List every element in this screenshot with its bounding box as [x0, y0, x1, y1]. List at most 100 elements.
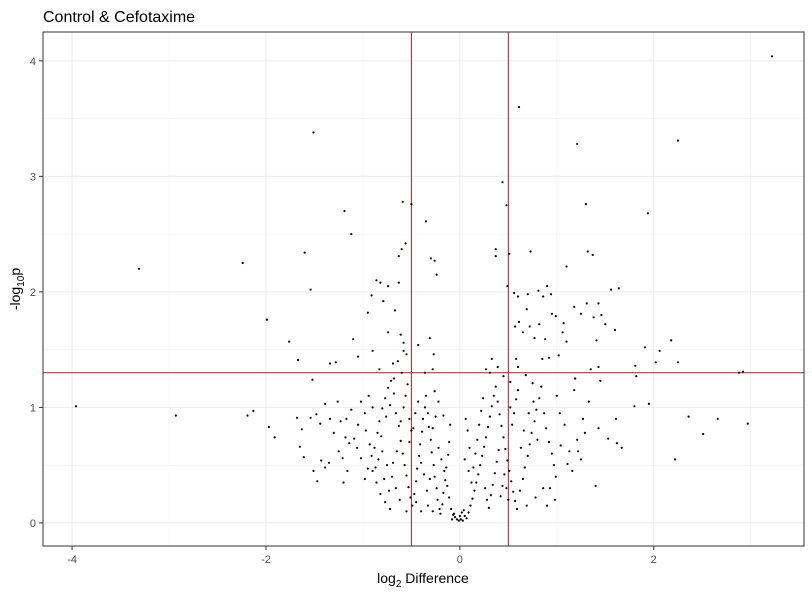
data-point	[521, 331, 525, 334]
data-point	[654, 361, 657, 364]
data-point	[518, 489, 522, 492]
data-point	[398, 498, 401, 501]
plot-panel	[42, 31, 805, 547]
data-point	[370, 294, 373, 297]
data-point	[555, 394, 558, 397]
data-point	[492, 394, 495, 397]
data-point	[426, 504, 429, 507]
data-point	[400, 371, 403, 374]
data-point	[385, 415, 388, 418]
data-point	[506, 285, 509, 288]
data-point	[469, 504, 472, 507]
data-point	[501, 484, 504, 487]
data-point	[468, 446, 471, 449]
data-point	[406, 383, 409, 386]
data-point	[484, 487, 487, 490]
y-tick-label: 3	[30, 171, 36, 183]
data-point	[544, 338, 547, 341]
y-tick-label: 1	[30, 402, 36, 414]
data-point	[568, 450, 571, 453]
data-point	[346, 469, 349, 472]
data-point	[424, 394, 427, 397]
data-point	[553, 498, 557, 501]
data-point	[453, 516, 457, 519]
data-point	[571, 469, 574, 472]
data-point	[535, 408, 538, 411]
data-point	[431, 510, 434, 513]
data-point	[577, 450, 580, 453]
data-point	[597, 365, 600, 369]
data-point	[399, 333, 402, 336]
data-point	[604, 323, 607, 326]
data-point	[420, 510, 423, 513]
data-point	[404, 242, 407, 245]
data-point	[658, 349, 661, 352]
data-point	[399, 420, 402, 423]
data-point	[309, 416, 312, 419]
data-point	[435, 487, 438, 490]
data-point	[381, 407, 384, 410]
data-point	[303, 251, 306, 254]
data-point	[528, 325, 531, 328]
data-point	[417, 400, 420, 403]
data-point	[484, 436, 488, 439]
data-point	[552, 464, 556, 467]
data-point	[527, 412, 530, 415]
data-point	[387, 285, 390, 288]
x-tick-label: 2	[651, 554, 657, 566]
data-point	[429, 257, 432, 260]
data-point	[467, 469, 470, 472]
data-point	[344, 436, 347, 439]
data-point	[592, 316, 595, 319]
data-point	[332, 431, 335, 434]
data-point	[455, 518, 458, 521]
data-point	[574, 377, 577, 380]
data-point	[366, 311, 369, 314]
data-point	[573, 389, 576, 392]
data-point	[482, 397, 485, 400]
data-point	[424, 220, 427, 223]
data-point	[610, 288, 613, 291]
data-point	[252, 409, 255, 412]
data-point	[320, 459, 323, 462]
data-point	[548, 487, 552, 490]
y-axis-label-prefix: -log	[7, 287, 23, 310]
data-point	[379, 492, 382, 496]
data-point	[451, 518, 454, 521]
data-point	[435, 273, 438, 276]
data-point	[375, 279, 378, 282]
data-point	[378, 420, 381, 423]
data-point	[449, 423, 452, 426]
data-point	[488, 415, 491, 418]
data-point	[343, 209, 346, 213]
data-point	[702, 432, 705, 436]
data-point	[327, 461, 331, 464]
data-point	[414, 412, 417, 415]
data-point	[597, 302, 600, 305]
data-point	[509, 406, 512, 409]
data-point	[600, 313, 603, 317]
data-point	[388, 489, 391, 492]
data-point	[485, 498, 489, 501]
data-point	[493, 472, 496, 475]
data-point	[531, 382, 534, 385]
data-point	[324, 402, 327, 405]
data-point	[378, 368, 381, 371]
data-point	[579, 458, 583, 461]
data-point	[546, 285, 549, 288]
data-point	[481, 454, 484, 457]
data-point	[324, 466, 327, 469]
data-point	[399, 439, 402, 442]
data-point	[431, 368, 434, 371]
data-point	[595, 339, 598, 342]
data-point	[402, 349, 405, 352]
data-point	[554, 315, 557, 318]
data-point	[397, 281, 400, 284]
data-point	[528, 443, 531, 446]
data-point	[412, 427, 415, 430]
x-axis-label: log2 Difference	[377, 570, 469, 590]
data-point	[472, 466, 475, 469]
data-point	[432, 353, 435, 356]
data-point	[579, 312, 583, 315]
data-point	[490, 357, 493, 360]
